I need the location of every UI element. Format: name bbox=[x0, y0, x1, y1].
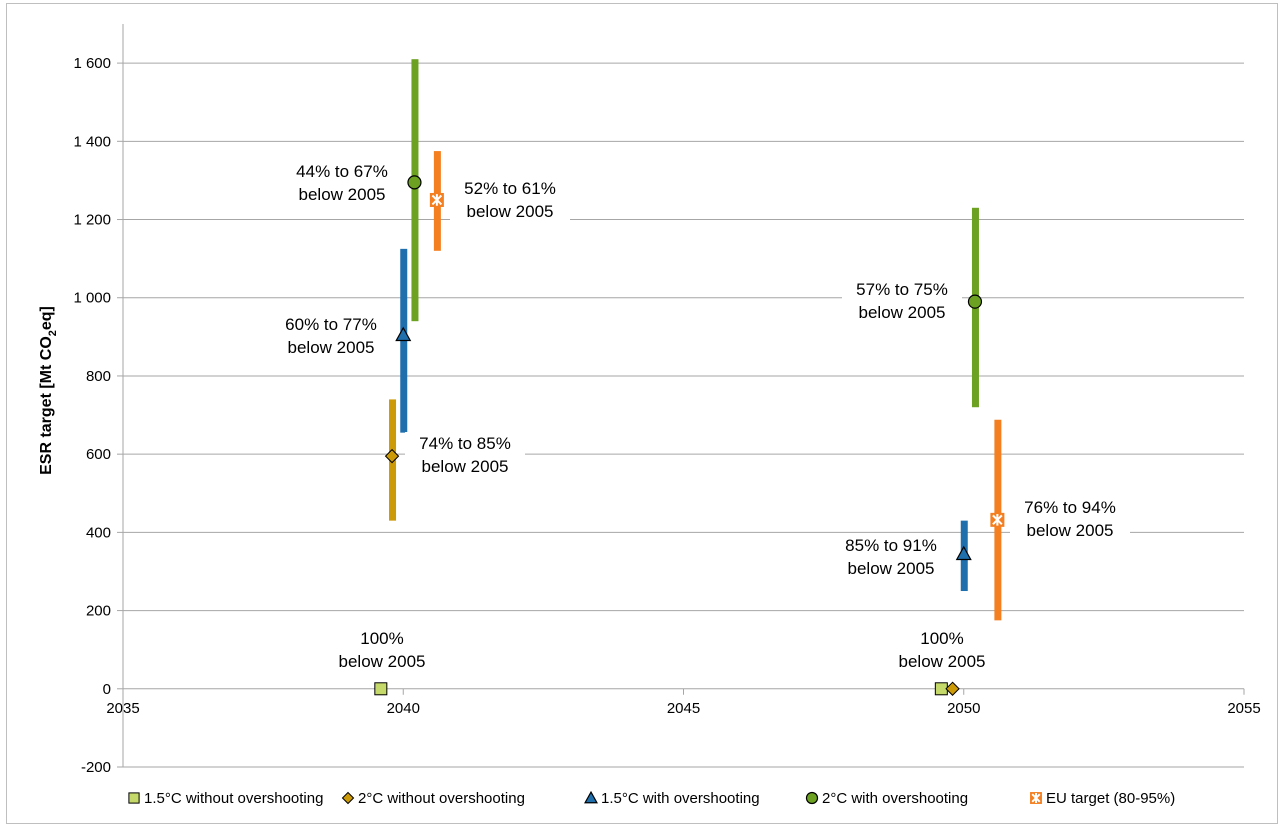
annotation-label: below 2005 bbox=[339, 652, 426, 671]
annotation-bg bbox=[271, 313, 391, 361]
y-tick-label: 1 600 bbox=[73, 55, 111, 72]
legend-label-1: 2°C without overshooting bbox=[358, 790, 525, 807]
annotation-label: 100% bbox=[920, 629, 963, 648]
data-point-4-1 bbox=[990, 512, 1005, 527]
annotation-bg bbox=[831, 534, 951, 582]
data-point-3-1 bbox=[967, 294, 983, 309]
annotation-bg bbox=[842, 278, 962, 326]
annotation-label: 76% to 94% bbox=[1024, 498, 1116, 517]
x-tick-label: 2055 bbox=[1227, 700, 1260, 717]
tick-labels: -200 0 200 400 600 800 1 000 1 200 1 400 1 600 203… bbox=[73, 55, 1260, 776]
annotation-label: below 2005 bbox=[467, 202, 554, 221]
legend-marker-0 bbox=[128, 792, 140, 804]
annotation-label: 57% to 75% bbox=[856, 280, 948, 299]
range-bar-3-0 bbox=[411, 59, 419, 322]
y-axis-title: ESR target [Mt CO2eq] bbox=[38, 306, 59, 475]
annotation-label: below 2005 bbox=[299, 185, 386, 204]
legend-marker-4 bbox=[1030, 792, 1042, 804]
y-tick-label: 200 bbox=[86, 603, 111, 620]
legend-marker-3 bbox=[805, 791, 819, 805]
legend-marker-2 bbox=[584, 790, 598, 804]
gridlines bbox=[123, 62, 1244, 768]
annotations: 44% to 67% below 2005 52% to 61% below 2005… bbox=[271, 160, 1130, 675]
annotation-label: below 2005 bbox=[848, 559, 935, 578]
legend-label-3: 2°C with overshooting bbox=[822, 790, 968, 807]
data-markers bbox=[374, 175, 1005, 696]
legend-marker-4-star bbox=[1031, 793, 1041, 803]
y-tick-label: 600 bbox=[86, 446, 111, 463]
x-tick-label: 2035 bbox=[106, 700, 139, 717]
data-point-1-1 bbox=[945, 681, 960, 696]
x-tick-label: 2050 bbox=[947, 700, 980, 717]
data-point-0-0 bbox=[374, 682, 388, 696]
data-point-4-0-star bbox=[431, 194, 443, 206]
annotation-label: below 2005 bbox=[859, 303, 946, 322]
annotation-label: below 2005 bbox=[899, 652, 986, 671]
y-tick-label: 1 200 bbox=[73, 212, 111, 229]
x-tick-label: 2045 bbox=[667, 700, 700, 717]
legend-label-2: 1.5°C with overshooting bbox=[601, 790, 760, 807]
y-tick-label: 400 bbox=[86, 524, 111, 541]
chart-frame bbox=[6, 3, 1278, 824]
data-point-1-0 bbox=[384, 448, 400, 464]
annotation-bg bbox=[282, 160, 402, 208]
legend-label-0: 1.5°C without overshooting bbox=[144, 790, 323, 807]
legend-label-4: EU target (80-95%) bbox=[1046, 790, 1175, 807]
annotation-bg bbox=[1010, 496, 1130, 544]
annotation-label: below 2005 bbox=[288, 338, 375, 357]
annotation-label: 60% to 77% bbox=[285, 315, 377, 334]
annotation-label: below 2005 bbox=[1027, 521, 1114, 540]
axes bbox=[117, 24, 1245, 768]
annotation-label: 44% to 67% bbox=[296, 162, 388, 181]
y-tick-label: 0 bbox=[103, 681, 111, 698]
annotation-bg bbox=[322, 627, 442, 675]
data-point-4-1-star bbox=[992, 514, 1003, 526]
annotation-bg bbox=[882, 627, 1002, 675]
y-tick-label: 800 bbox=[86, 368, 111, 385]
x-tick-label: 2040 bbox=[387, 700, 420, 717]
annotation-label: below 2005 bbox=[422, 457, 509, 476]
data-point-3-0 bbox=[407, 175, 422, 190]
annotation-label: 52% to 61% bbox=[464, 179, 556, 198]
y-tick-label: -200 bbox=[81, 759, 111, 776]
data-point-4-0 bbox=[429, 192, 444, 207]
y-axis-label: ESR target [Mt CO2eq] bbox=[38, 306, 59, 475]
y-tick-label: 1 400 bbox=[73, 133, 111, 150]
annotation-bg bbox=[450, 177, 570, 225]
annotation-bg bbox=[405, 432, 525, 480]
data-point-2-1 bbox=[955, 545, 972, 561]
annotation-label: 85% to 91% bbox=[845, 536, 937, 555]
annotation-label: 100% bbox=[360, 629, 403, 648]
y-tick-label: 1 000 bbox=[73, 290, 111, 307]
annotation-label: 74% to 85% bbox=[419, 434, 511, 453]
legend: 1.5°C without overshooting 2°C without ov… bbox=[128, 790, 1175, 807]
legend-marker-1 bbox=[341, 791, 355, 805]
data-point-2-0 bbox=[395, 326, 412, 342]
